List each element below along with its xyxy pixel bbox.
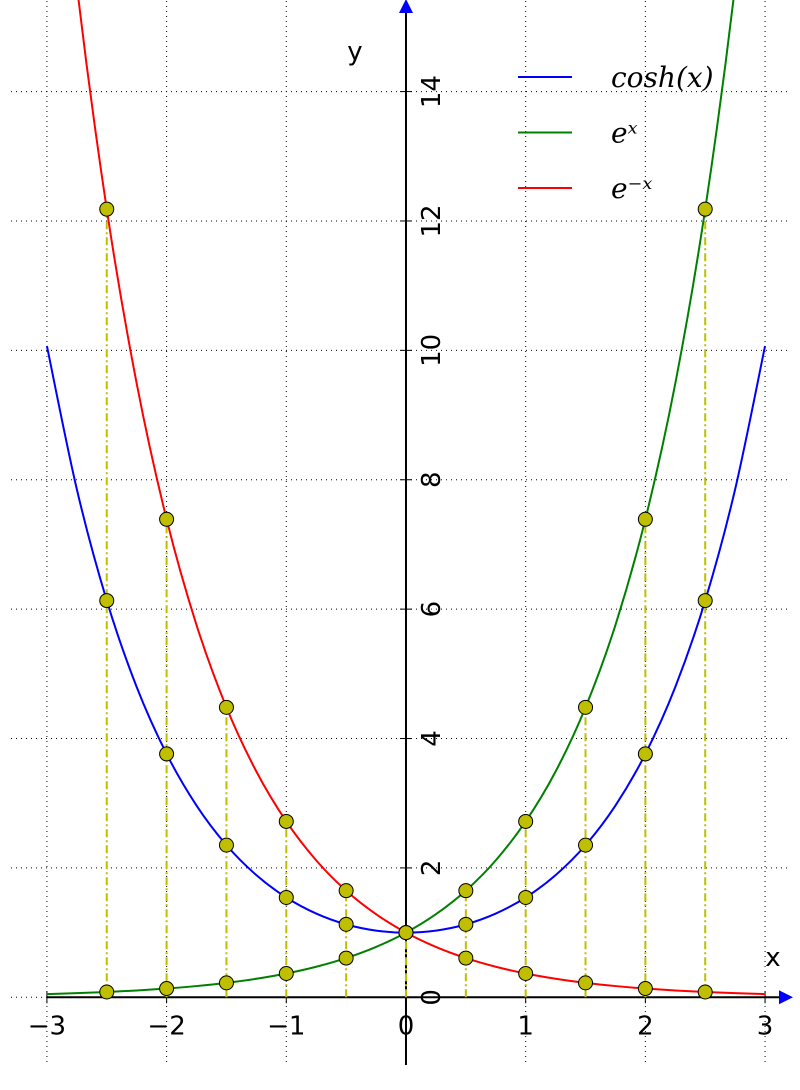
legend: cosh(x) eˣ e⁻ˣ <box>518 61 714 205</box>
marker <box>99 593 115 609</box>
marker <box>278 966 294 982</box>
x-tick-label: 1 <box>517 1011 534 1041</box>
marker <box>278 889 294 905</box>
marker <box>159 981 175 997</box>
marker <box>398 925 414 941</box>
marker <box>458 916 474 932</box>
curve <box>46 0 735 996</box>
y-axis-label: y <box>347 37 362 67</box>
curve <box>77 0 766 996</box>
x-axis-arrow <box>779 990 793 1005</box>
x-tick-label: 3 <box>757 1011 774 1041</box>
marker <box>218 699 234 715</box>
y-tick-label: 8 <box>417 471 447 488</box>
marker <box>338 950 354 966</box>
marker <box>578 699 594 715</box>
y-tick-label: 10 <box>417 334 447 367</box>
x-tick-label: −3 <box>28 1011 66 1041</box>
marker <box>159 746 175 762</box>
marker <box>159 511 175 527</box>
x-tick-label: −1 <box>267 1011 305 1041</box>
marker <box>99 984 115 1000</box>
marker <box>518 889 534 905</box>
marker <box>458 950 474 966</box>
marker <box>338 883 354 899</box>
marker <box>578 837 594 853</box>
marker <box>637 981 653 997</box>
y-tick-label: 14 <box>417 75 447 108</box>
marker <box>637 511 653 527</box>
legend-label: eˣ <box>611 117 638 150</box>
marker <box>99 201 115 217</box>
y-tick-label: 4 <box>417 730 447 747</box>
y-tick-label: 2 <box>417 860 447 877</box>
marker <box>697 593 713 609</box>
y-tick-label: 6 <box>417 601 447 618</box>
marker <box>578 975 594 991</box>
x-tick-label: −2 <box>147 1011 185 1041</box>
marker <box>218 837 234 853</box>
legend-label: cosh(x) <box>611 61 714 94</box>
marker <box>518 966 534 982</box>
marker <box>697 201 713 217</box>
marker <box>278 813 294 829</box>
y-axis-arrow <box>398 0 413 13</box>
x-tick-label: 2 <box>637 1011 654 1041</box>
marker <box>697 984 713 1000</box>
y-tick-label: 12 <box>417 204 447 237</box>
marker <box>218 975 234 991</box>
marker <box>637 746 653 762</box>
x-axis-label: x <box>765 943 780 973</box>
marker <box>458 883 474 899</box>
marker <box>338 916 354 932</box>
marker <box>518 813 534 829</box>
legend-label: e⁻ˣ <box>611 172 652 205</box>
